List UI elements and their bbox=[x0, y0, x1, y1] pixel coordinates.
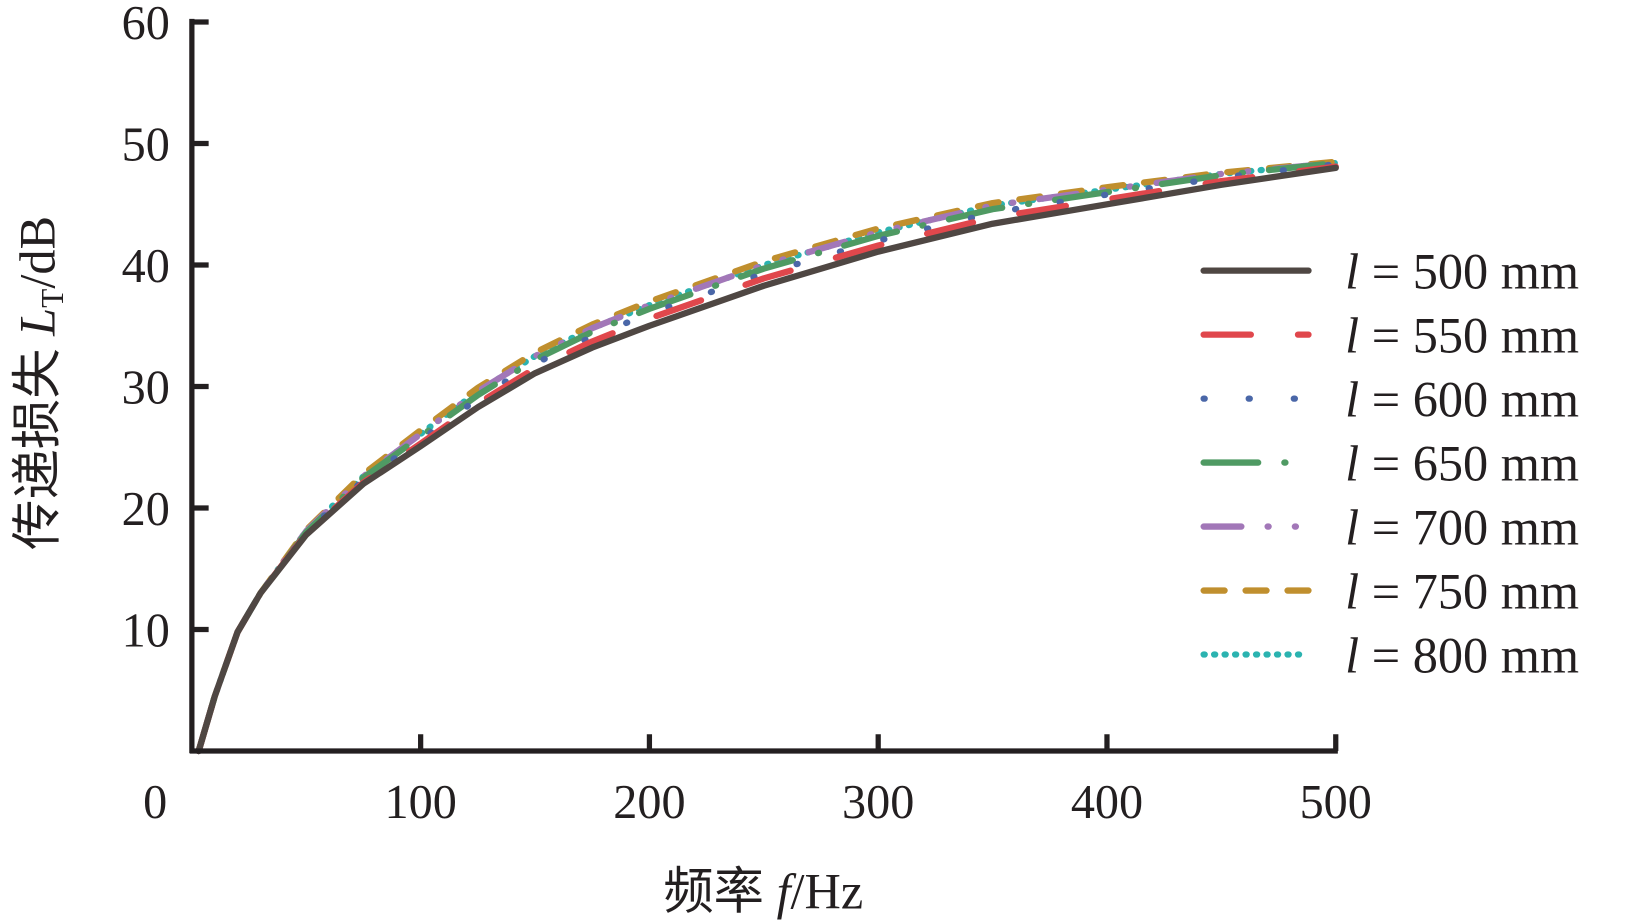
y-axis-title-sub: T bbox=[35, 289, 70, 308]
legend-label: l = 700 mm bbox=[1345, 499, 1579, 555]
legend-item: l = 650 mm bbox=[1200, 435, 1579, 491]
series-line-3 bbox=[195, 159, 1339, 755]
x-tick-label: 0 bbox=[143, 776, 167, 829]
legend-label: l = 750 mm bbox=[1345, 563, 1579, 619]
x-tick-label: 400 bbox=[1071, 776, 1143, 829]
series-line-5 bbox=[195, 158, 1339, 755]
legend-item: l = 550 mm bbox=[1200, 307, 1579, 363]
ticks: 0 100 200 300 400 500 10 20 30 40 50 60 bbox=[122, 0, 1372, 829]
x-tick-label: 200 bbox=[613, 776, 685, 829]
series-line-0 bbox=[195, 164, 1339, 755]
y-tick-label: 40 bbox=[122, 240, 170, 293]
legend-item: l = 500 mm bbox=[1200, 243, 1579, 299]
x-axis-title-prefix: 频率 bbox=[663, 863, 776, 919]
series-line-4 bbox=[195, 159, 1339, 755]
x-axis-title: 频率 f/Hz bbox=[663, 863, 863, 919]
x-tick-label: 100 bbox=[384, 776, 456, 829]
y-tick-label: 60 bbox=[122, 0, 170, 50]
legend-label: l = 550 mm bbox=[1345, 307, 1579, 363]
y-tick-label: 10 bbox=[122, 604, 170, 657]
x-tick-label: 500 bbox=[1300, 776, 1372, 829]
y-tick-label: 50 bbox=[122, 118, 170, 171]
series-line-6 bbox=[195, 159, 1339, 755]
legend-label: l = 500 mm bbox=[1345, 243, 1579, 299]
legend-item: l = 750 mm bbox=[1200, 563, 1579, 619]
series-layer bbox=[195, 158, 1339, 755]
y-axis-title-var: L bbox=[10, 308, 66, 337]
legend: l = 500 mm l = 550 mm l = 600 mm l = 650 mm… bbox=[1200, 243, 1579, 683]
y-tick-label: 20 bbox=[122, 483, 170, 536]
legend-label: l = 600 mm bbox=[1345, 371, 1579, 427]
y-axis-title-prefix: 传递损失 bbox=[10, 336, 66, 550]
series-line-2 bbox=[195, 161, 1339, 755]
y-axis-title: 传递损失 LT/dB bbox=[10, 216, 70, 550]
x-tick-label: 300 bbox=[842, 776, 914, 829]
legend-item: l = 800 mm bbox=[1200, 627, 1579, 683]
legend-label: l = 650 mm bbox=[1345, 435, 1579, 491]
legend-label: l = 800 mm bbox=[1345, 627, 1579, 683]
axes bbox=[189, 18, 1338, 754]
x-axis-title-unit: /Hz bbox=[791, 863, 864, 919]
y-axis-title-unit: /dB bbox=[10, 216, 66, 289]
y-tick-label: 30 bbox=[122, 361, 170, 414]
legend-item: l = 600 mm bbox=[1200, 371, 1579, 427]
legend-item: l = 700 mm bbox=[1200, 499, 1579, 555]
series-line-1 bbox=[195, 163, 1339, 755]
